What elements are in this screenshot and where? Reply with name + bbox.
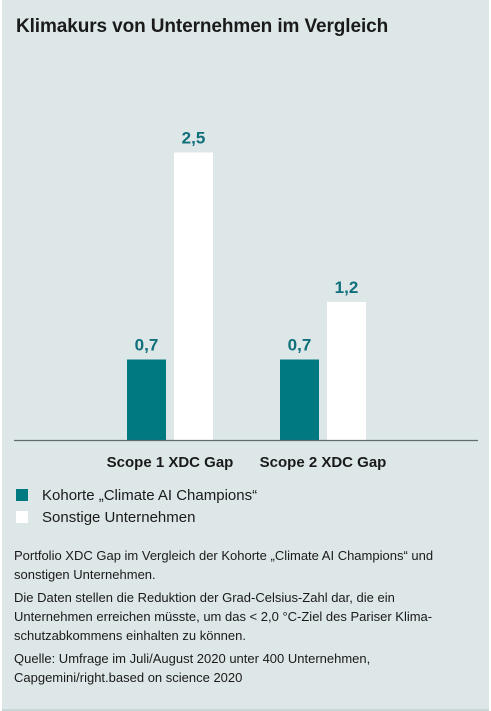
data-label-champions-1: 0,7 — [135, 336, 159, 355]
data-label-champions-2: 0,7 — [288, 336, 312, 355]
legend: Kohorte „Climate AI Champions“ Sonstige … — [16, 484, 257, 528]
legend-swatch-others — [16, 511, 28, 523]
bar-others-2 — [327, 302, 366, 440]
legend-swatch-champions — [16, 489, 28, 501]
bar-others-1 — [174, 152, 213, 440]
bar-chart: 0,7 2,5 Scope 1 XDC Gap 0,7 1,2 Scope 2 XDC G… — [14, 129, 478, 471]
legend-item-others: Sonstige Unternehmen — [16, 506, 257, 528]
bar-champions-2 — [280, 359, 319, 440]
data-label-others-1: 2,5 — [182, 129, 206, 148]
x-tick-label-1: Scope 1 XDC Gap — [107, 454, 234, 471]
legend-label-others: Sonstige Unternehmen — [42, 508, 196, 526]
legend-item-champions: Kohorte „Climate AI Champions“ — [16, 484, 257, 506]
legend-label-champions: Kohorte „Climate AI Champions“ — [42, 486, 258, 504]
note-source: Quelle: Umfrage im Juli/August 2020 unte… — [14, 651, 371, 685]
x-tick-label-2: Scope 2 XDC Gap — [260, 454, 387, 471]
chart-title: Klimakurs von Unternehmen im Vergleich — [16, 16, 389, 37]
note-explanation: Die Daten stellen die Reduktion der Grad… — [14, 590, 433, 643]
bar-champions-1 — [127, 359, 166, 440]
chart-notes: Portfolio XDC Gap im Vergleich der Kohor… — [14, 546, 476, 691]
data-label-others-2: 1,2 — [335, 278, 359, 297]
note-description: Portfolio XDC Gap im Vergleich der Kohor… — [14, 548, 434, 582]
